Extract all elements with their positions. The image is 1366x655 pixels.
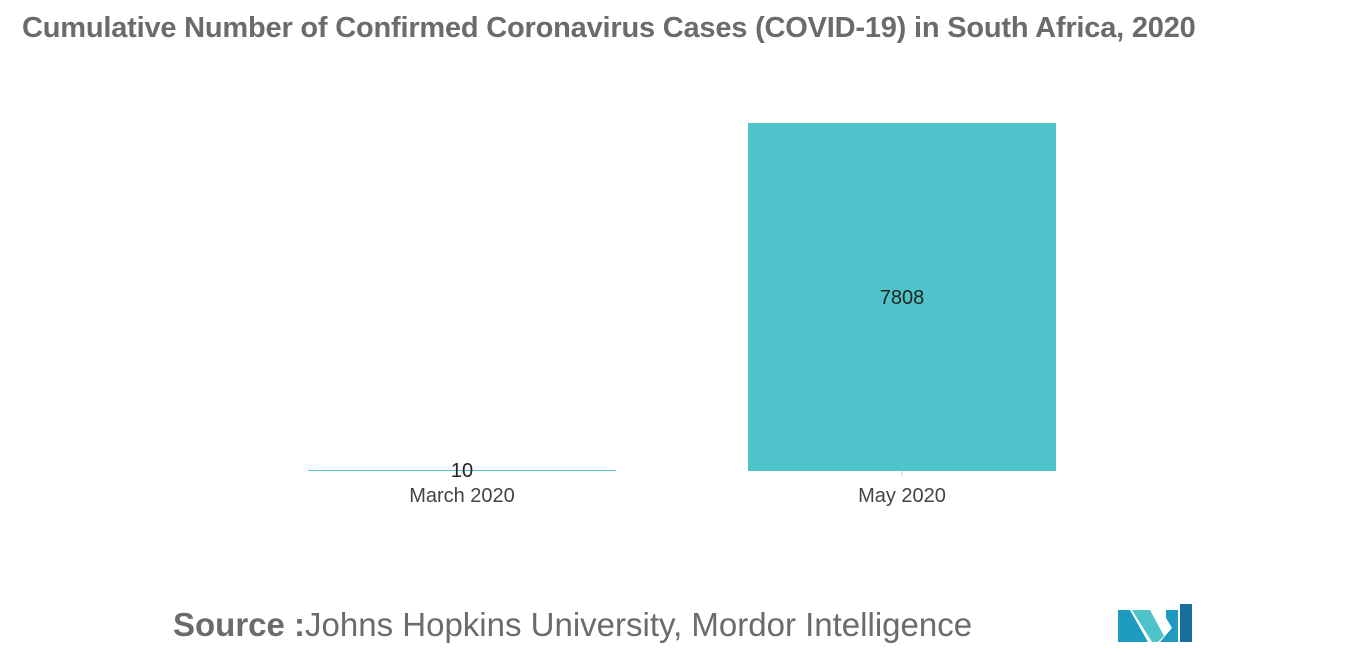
x-axis-labels: March 2020 May 2020 [409, 485, 946, 507]
logo-shape-right [1160, 610, 1178, 642]
logo-shape-right-edge [1180, 604, 1192, 642]
data-labels: 10 7808 [451, 287, 924, 482]
logo-shape-middle [1132, 610, 1164, 642]
chart-title: Cumulative Number of Confirmed Coronavir… [22, 12, 1196, 44]
mordor-intelligence-logo-icon [1118, 604, 1192, 642]
bars-group [308, 123, 1056, 471]
source-label: Source : [173, 606, 306, 643]
x-tick-label: March 2020 [409, 485, 515, 507]
x-tick-label: May 2020 [858, 485, 946, 507]
bar-march-2020 [308, 470, 616, 471]
data-label: 10 [451, 460, 473, 482]
source-note: Source :Johns Hopkins University, Mordor… [173, 606, 972, 644]
data-label: 7808 [880, 287, 925, 309]
x-axis-ticks [461, 471, 903, 476]
logo-shape-left [1118, 610, 1148, 642]
bar-may-2020 [748, 123, 1056, 471]
source-text: Johns Hopkins University, Mordor Intelli… [305, 606, 973, 643]
